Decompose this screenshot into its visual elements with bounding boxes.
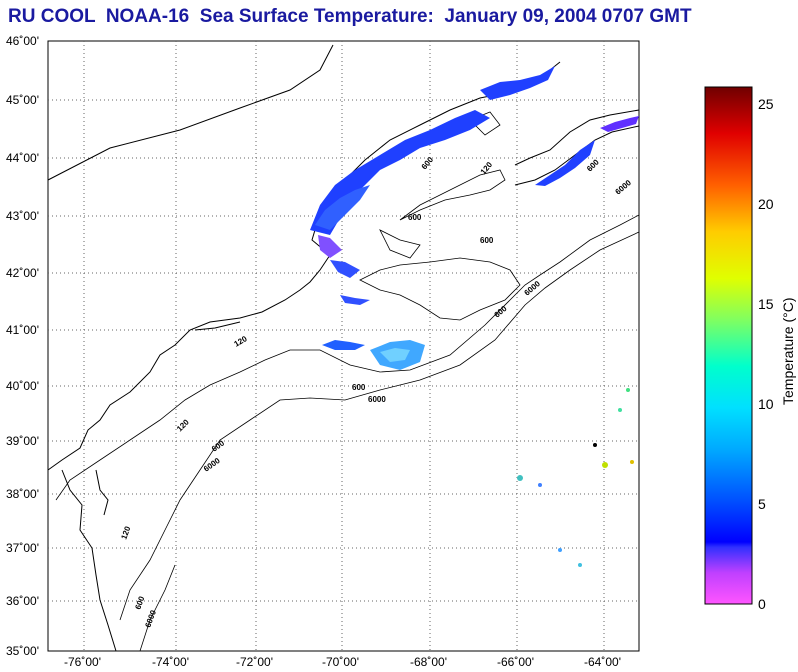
svg-text:600: 600	[133, 595, 146, 611]
svg-text:-72˚00': -72˚00'	[236, 655, 273, 669]
colorbar-ticks: 25 20 15 10 5 0	[758, 96, 774, 612]
latitude-labels: 46˚00' 45˚00' 44˚00' 43˚00' 42˚00' 41˚00…	[6, 34, 39, 658]
svg-text:42˚00': 42˚00'	[6, 266, 39, 280]
svg-text:37˚00': 37˚00'	[6, 541, 39, 555]
svg-text:36˚00': 36˚00'	[6, 594, 39, 608]
svg-text:15: 15	[758, 296, 774, 312]
svg-text:40˚00': 40˚00'	[6, 379, 39, 393]
svg-text:-74˚00': -74˚00'	[152, 655, 189, 669]
svg-text:6000: 6000	[368, 395, 386, 404]
svg-text:-68˚00': -68˚00'	[410, 655, 447, 669]
svg-text:-66˚00': -66˚00'	[497, 655, 534, 669]
svg-text:38˚00': 38˚00'	[6, 487, 39, 501]
svg-text:25: 25	[758, 96, 774, 112]
bathymetry-contours	[55, 111, 640, 652]
colorbar-gradient	[704, 86, 753, 605]
svg-text:5: 5	[758, 496, 766, 512]
svg-text:41˚00': 41˚00'	[6, 323, 39, 337]
svg-text:43˚00': 43˚00'	[6, 209, 39, 223]
svg-text:39˚00': 39˚00'	[6, 434, 39, 448]
svg-text:45˚00': 45˚00'	[6, 93, 39, 107]
svg-text:10: 10	[758, 396, 774, 412]
svg-text:120: 120	[119, 525, 132, 541]
colorbar-label: Temperature (°C)	[780, 297, 796, 405]
svg-text:600: 600	[352, 383, 366, 392]
svg-text:46˚00': 46˚00'	[6, 34, 39, 48]
svg-text:0: 0	[758, 596, 766, 612]
svg-text:20: 20	[758, 196, 774, 212]
svg-text:-64˚00': -64˚00'	[584, 655, 621, 669]
sst-patches	[310, 66, 639, 567]
svg-text:600: 600	[480, 236, 494, 245]
svg-text:44˚00': 44˚00'	[6, 151, 39, 165]
svg-text:600: 600	[408, 213, 422, 222]
longitude-labels: -76˚00' -74˚00' -72˚00' -70˚00' -68˚00' …	[64, 655, 621, 669]
graticule	[48, 41, 639, 651]
svg-text:35˚00': 35˚00'	[6, 644, 39, 658]
svg-text:-70˚00': -70˚00'	[322, 655, 359, 669]
svg-text:-76˚00': -76˚00'	[64, 655, 101, 669]
map-title: RU COOL NOAA-16 Sea Surface Temperature:…	[8, 6, 692, 27]
